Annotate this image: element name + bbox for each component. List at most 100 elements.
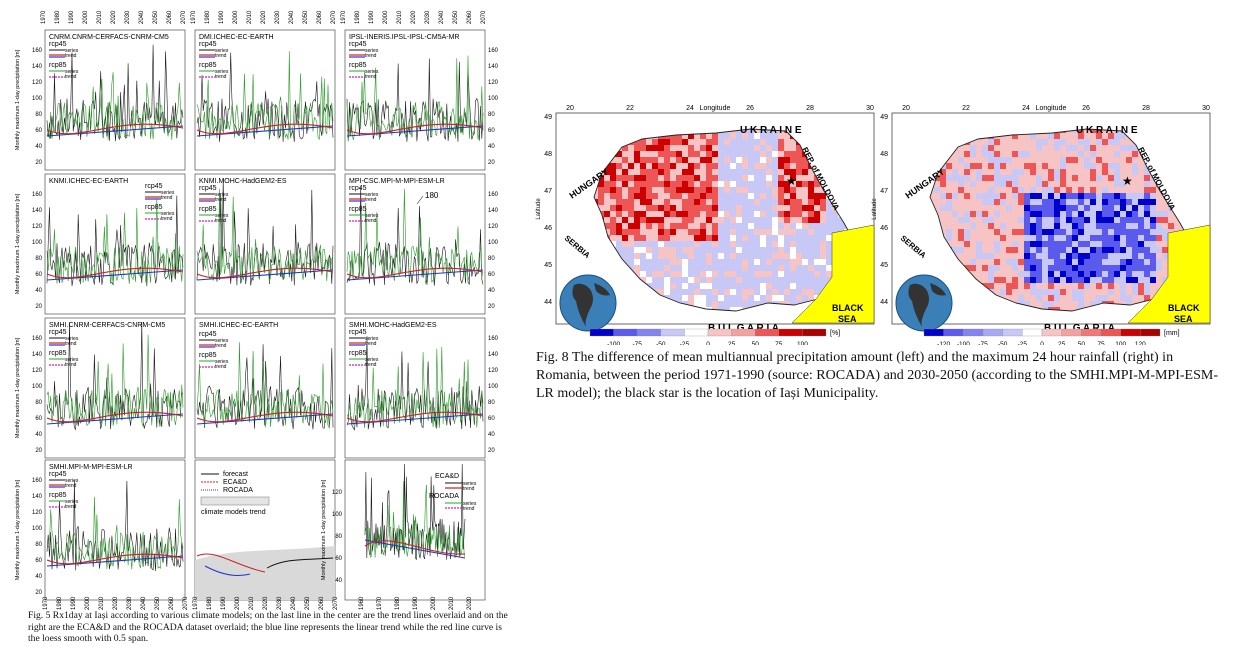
grid-cell [670, 181, 677, 188]
grid-cell [1018, 199, 1025, 206]
grid-cell [1102, 277, 1109, 284]
grid-cell [748, 151, 755, 158]
grid-cell [616, 205, 623, 212]
grid-cell [706, 301, 713, 308]
grid-cell [1072, 217, 1079, 224]
grid-cell [982, 211, 989, 218]
panel-frame [344, 317, 486, 459]
grid-cell [1066, 169, 1073, 176]
grid-cell [1000, 223, 1007, 230]
grid-cell [700, 235, 707, 242]
grid-cell [688, 181, 695, 188]
grid-cell [784, 133, 791, 140]
grid-cell [1078, 265, 1085, 272]
grid-cell [736, 157, 743, 164]
grid-cell [610, 217, 617, 224]
grid-cell [1006, 211, 1013, 218]
grid-cell [814, 217, 821, 224]
grid-cell [1066, 295, 1073, 302]
legend-trend: trend [365, 53, 377, 59]
grid-cell [952, 181, 959, 188]
grid-cell [664, 193, 671, 200]
grid-cell [622, 187, 629, 194]
grid-cell [748, 247, 755, 254]
grid-cell [1090, 229, 1097, 236]
y-tick-label: 120 [32, 80, 43, 86]
grid-cell [718, 211, 725, 218]
grid-cell [664, 229, 671, 236]
grid-cell [802, 289, 809, 296]
grid-cell [1006, 193, 1013, 200]
grid-cell [754, 241, 761, 248]
grid-cell [976, 253, 983, 260]
linear-trend-line [196, 125, 334, 137]
grid-cell [1024, 265, 1031, 272]
grid-cell [802, 259, 809, 266]
grid-cell [1036, 163, 1043, 170]
grid-cell [784, 283, 791, 290]
grid-cell [676, 259, 683, 266]
grid-cell [646, 187, 653, 194]
scale-tick: 100 [797, 341, 808, 345]
y-tick-label: 140 [32, 64, 43, 70]
grid-cell [1042, 223, 1049, 230]
grid-cell [1018, 217, 1025, 224]
grid-cell [622, 229, 629, 236]
grid-cell [826, 259, 833, 266]
grid-cell [718, 223, 725, 230]
grid-cell [1084, 151, 1091, 158]
legend-rcp85: rcp85 [199, 62, 217, 69]
y-tick-label: 100 [488, 96, 499, 102]
grid-cell [1096, 229, 1103, 236]
grid-cell [640, 259, 647, 266]
longitude-tick: 22 [626, 105, 634, 112]
grid-cell [730, 205, 737, 212]
grid-cell [1024, 241, 1031, 248]
grid-cell [784, 199, 791, 206]
grid-cell [982, 271, 989, 278]
grid-cell [616, 235, 623, 242]
grid-cell [754, 301, 761, 308]
grid-cell [1072, 211, 1079, 218]
year-tick-label: 2040 [289, 10, 295, 24]
series-line [196, 52, 334, 142]
grid-cell [766, 295, 773, 302]
grid-cell [1048, 283, 1055, 290]
grid-cell [808, 193, 815, 200]
grid-cell [1126, 223, 1133, 230]
grid-cell [682, 259, 689, 266]
grid-cell [1072, 283, 1079, 290]
y-tick-label: 80 [35, 256, 42, 262]
grid-cell [658, 289, 665, 296]
grid-cell [1162, 241, 1169, 248]
grid-cell [616, 217, 623, 224]
grid-cell [670, 295, 677, 302]
year-tick-label: 1980 [395, 596, 401, 610]
grid-cell [760, 133, 767, 140]
grid-cell [1102, 265, 1109, 272]
grid-cell [1006, 259, 1013, 266]
grid-cell [1036, 187, 1043, 194]
grid-cell [796, 217, 803, 224]
grid-cell [1132, 241, 1139, 248]
grid-cell [736, 295, 743, 302]
grid-cell [1102, 247, 1109, 254]
grid-cell [766, 271, 773, 278]
grid-cell [976, 235, 983, 242]
year-tick-label: 1970 [43, 596, 49, 610]
grid-cell [958, 175, 965, 182]
grid-cell [628, 175, 635, 182]
grid-cell [952, 223, 959, 230]
grid-cell [1048, 247, 1055, 254]
grid-cell [946, 217, 953, 224]
grid-cell [1024, 283, 1031, 290]
y-tick-label: 60 [35, 558, 42, 564]
grid-cell [1036, 295, 1043, 302]
grid-cell [1072, 133, 1079, 140]
grid-cell [820, 247, 827, 254]
grid-cell [772, 253, 779, 260]
grid-cell [658, 235, 665, 242]
grid-cell [1048, 145, 1055, 152]
grid-cell [1018, 181, 1025, 188]
